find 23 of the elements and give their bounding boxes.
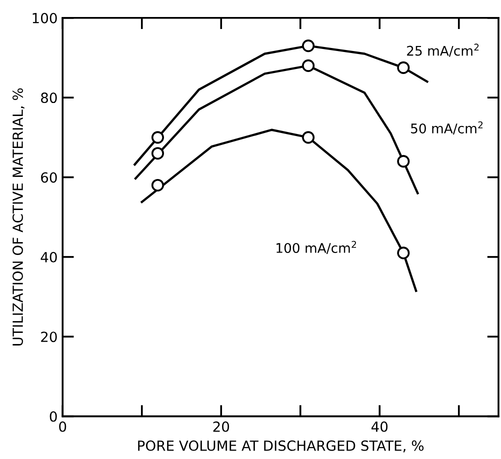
series-label: 50 mA/cm$^{2}$ [411,121,483,134]
point [397,246,410,260]
y-tick-label: 60 [41,172,57,183]
y-tick-label: 0 [50,411,57,422]
y-tick-label: 40 [40,252,57,262]
x-tick-label: 20 [213,421,230,432]
point [397,155,410,168]
legend-label: 25 mA/cm$^{2}$ [407,44,479,57]
x-tick-label: 40 [371,421,388,432]
x-tick-label: 0 [59,421,66,432]
text: 100 mA/cm$^{2}$ [276,240,356,254]
point [302,40,315,52]
x-axis-title: PORE VOLUME AT DISCHARGED STATE, % [138,440,424,452]
y-tick-label: 80 [41,92,57,104]
point [302,59,315,72]
point [302,131,315,144]
y-tick-label: 20 [41,332,57,342]
y-axis-title: UTILIZATION OF ACTIVE MATERIAL, % [12,88,24,346]
point [151,178,164,192]
y-tick-label: 100 [32,12,57,24]
point [151,131,164,144]
point [397,61,410,74]
point [151,147,164,160]
